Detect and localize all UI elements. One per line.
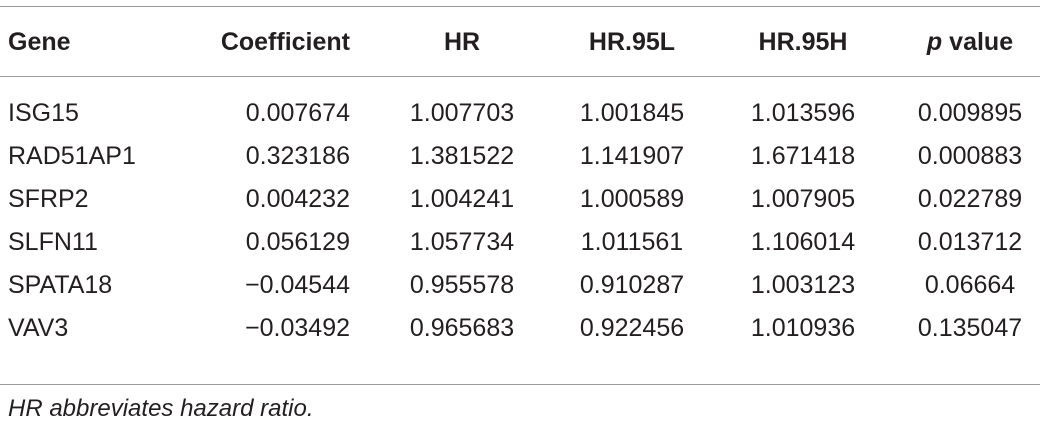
gene-cell: SFRP2 (8, 185, 89, 213)
gene-cell: RAD51AP1 (8, 142, 136, 170)
bottom-rule (0, 384, 1040, 385)
value-cell: 1.671418 (750, 142, 856, 170)
header-italic: p (926, 28, 943, 56)
value-cell: 0.022789 (917, 185, 1023, 213)
value-cell: 0.910287 (579, 271, 685, 299)
value-cell: 1.004241 (409, 185, 515, 213)
header-cell: HR.95H (758, 28, 848, 56)
value-cell: 0.009895 (917, 99, 1023, 127)
header-cell: HR.95L (588, 28, 676, 56)
value-cell: −0.03492 (245, 314, 350, 342)
gene-cell: SLFN11 (8, 228, 98, 256)
value-cell: −0.04544 (245, 271, 350, 299)
value-cell: 0.965683 (409, 314, 515, 342)
value-cell: 1.010936 (750, 314, 856, 342)
value-cell: 1.001845 (579, 99, 685, 127)
value-cell: 1.000589 (579, 185, 685, 213)
gene-cell: ISG15 (8, 99, 79, 127)
top-rule (0, 6, 1040, 7)
value-cell: 1.013596 (750, 99, 856, 127)
value-cell: 0.06664 (924, 271, 1016, 299)
header-cell: p value (890, 27, 1040, 57)
value-cell: 0.922456 (579, 314, 685, 342)
value-cell: 0.004232 (245, 185, 350, 213)
gene-cell: SPATA18 (8, 271, 113, 299)
value-cell: 0.323186 (245, 142, 350, 170)
value-cell: 0.135047 (917, 314, 1023, 342)
value-cell: 1.381522 (409, 142, 515, 170)
value-cell: 1.011561 (580, 228, 684, 256)
gene-cell: VAV3 (8, 314, 69, 342)
value-cell: 1.141907 (579, 142, 685, 170)
value-cell: 0.955578 (409, 271, 515, 299)
value-cell: 1.007905 (750, 185, 856, 213)
value-cell: 1.057734 (409, 228, 515, 256)
header-text: value (949, 28, 1014, 56)
header-cell: HR (443, 28, 481, 56)
value-cell: 0.056129 (245, 228, 350, 256)
value-cell: 0.000883 (917, 142, 1023, 170)
value-cell: 1.106014 (750, 228, 856, 256)
value-cell: 1.003123 (750, 271, 856, 299)
footnote: HR abbreviates hazard ratio. (8, 395, 314, 422)
header-rule (0, 76, 1040, 77)
header-cell: Gene (8, 28, 71, 56)
value-cell: 0.013712 (917, 228, 1023, 256)
value-cell: 1.007703 (409, 99, 515, 127)
value-cell: 0.007674 (245, 99, 350, 127)
header-cell: Coefficient (220, 28, 350, 56)
